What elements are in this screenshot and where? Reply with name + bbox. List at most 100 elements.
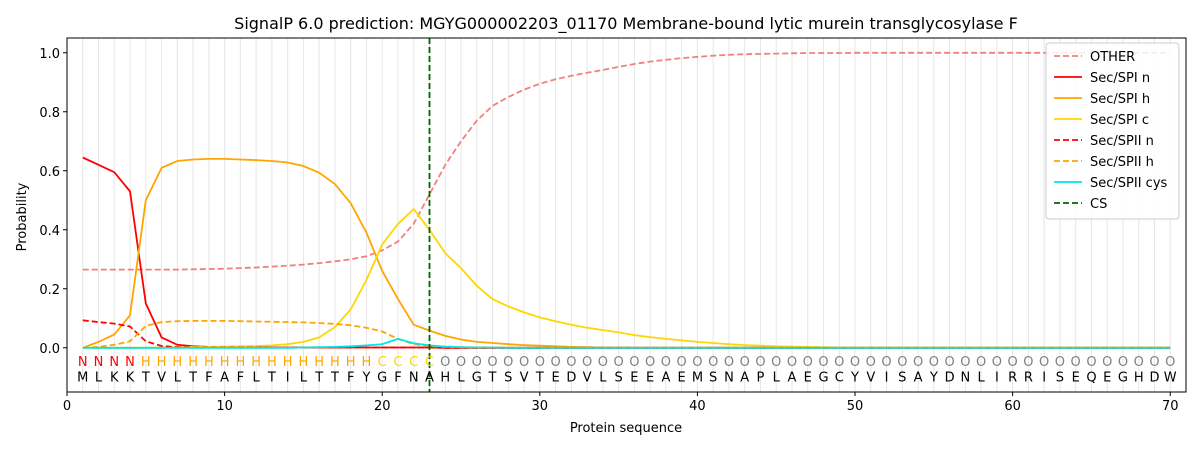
region-label: C [409,355,418,370]
residue-label: I [995,371,999,386]
plot-frame [66,37,1187,393]
region-label: O [755,355,765,370]
residue-label: D [566,371,576,386]
legend-label: Sec/SPI c [1090,113,1149,128]
residue-label: T [314,371,323,386]
region-label: O [850,355,860,370]
residue-label: G [818,371,828,386]
region-label: H [283,355,293,370]
residue-label: L [773,371,781,386]
region-label: H [251,355,261,370]
region-label: O [487,355,497,370]
residue-label: N [960,371,970,386]
residue-label: N [409,371,419,386]
region-label: O [1055,355,1065,370]
region-label: O [1165,355,1175,370]
residue-label: R [1024,371,1033,386]
region-label: O [503,355,513,370]
residue-label: S [1056,371,1064,386]
region-label: O [1149,355,1159,370]
y-tick-label: 0.0 [39,342,60,357]
residue-label: Y [850,371,859,386]
residue-label: N [724,371,734,386]
y-tick-label: 0.2 [39,283,60,298]
region-label: N [78,355,88,370]
y-tick-label: 1.0 [39,47,60,62]
region-label: O [629,355,639,370]
region-label: O [1118,355,1128,370]
region-label: H [299,355,309,370]
region-label: H [267,355,277,370]
residue-label: H [1134,371,1144,386]
region-label: O [866,355,876,370]
region-label: O [535,355,545,370]
region-label: H [346,355,356,370]
residue-label: L [977,371,985,386]
residue-label: L [253,371,261,386]
residue-label: Y [929,371,938,386]
residue-label: T [267,371,276,386]
region-label: O [944,355,954,370]
residue-label: E [646,371,654,386]
x-tick-label: 30 [532,399,549,414]
residue-label: T [141,371,150,386]
x-tick-label: 10 [216,399,233,414]
residue-label: A [220,371,229,386]
region-label: O [1102,355,1112,370]
region-label: C [425,355,434,370]
region-label: O [677,355,687,370]
residue-label: V [157,371,166,386]
region-label: H [362,355,372,370]
residue-label: L [174,371,182,386]
residue-label: G [377,371,387,386]
region-label: O [1008,355,1018,370]
residue-label: W [1164,371,1177,386]
region-label: N [94,355,104,370]
series-line-other [82,51,1171,271]
region-label: O [708,355,718,370]
region-label: O [834,355,844,370]
region-label: O [566,355,576,370]
residue-label: I [885,371,889,386]
residue-label: A [740,371,749,386]
region-label: N [125,355,135,370]
chart-title: SignalP 6.0 prediction: MGYG000002203_01… [234,14,1018,34]
region-label: O [598,355,608,370]
residue-label: E [551,371,559,386]
residue-label: V [866,371,875,386]
region-label: O [661,355,671,370]
residue-label: G [1118,371,1128,386]
x-axis-label: Protein sequence [570,421,682,436]
series-line-sec-spi-c [82,207,1171,349]
region-label: O [803,355,813,370]
region-label: H [235,355,245,370]
residue-label: I [1042,371,1046,386]
legend: OTHER Sec/SPI n Sec/SPI h Sec/SPI c Sec/SPII… [1045,42,1180,220]
residue-label: A [661,371,670,386]
region-label: O [787,355,797,370]
legend-label: Sec/SPII cys [1090,176,1168,191]
region-label: H [188,355,198,370]
x-tick-label: 60 [1004,399,1021,414]
residue-label: L [457,371,465,386]
residue-label: E [1103,371,1111,386]
residue-label: L [599,371,607,386]
residue-label: A [914,371,923,386]
y-tick-label: 0.4 [39,224,60,239]
region-label: H [157,355,167,370]
region-label: O [1023,355,1033,370]
region-label: C [378,355,387,370]
region-label: H [330,355,340,370]
x-tick-label: 70 [1162,399,1179,414]
region-label: O [771,355,781,370]
region-label: O [582,355,592,370]
residue-label: F [205,371,212,386]
residue-label: Q [1086,371,1096,386]
residue-label: F [237,371,244,386]
region-label: O [897,355,907,370]
residue-label: H [440,371,450,386]
y-axis-label: Probability [15,182,30,251]
x-tick-label: 50 [847,399,864,414]
region-label: H [172,355,182,370]
